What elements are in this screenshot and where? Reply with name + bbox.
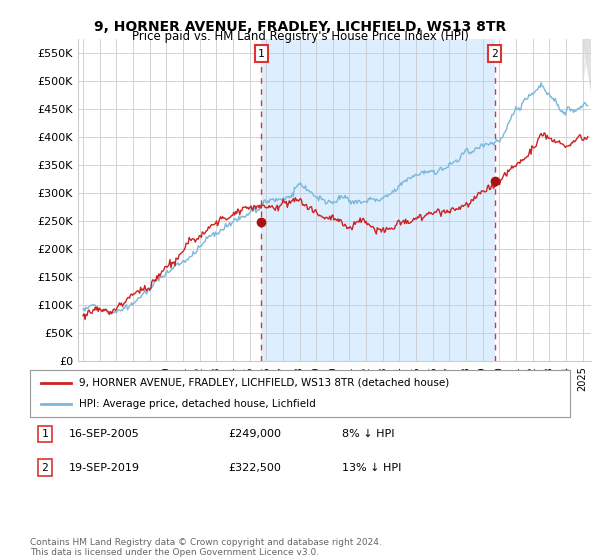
Text: Price paid vs. HM Land Registry's House Price Index (HPI): Price paid vs. HM Land Registry's House … [131,30,469,43]
Text: £322,500: £322,500 [228,463,281,473]
Text: 9, HORNER AVENUE, FRADLEY, LICHFIELD, WS13 8TR: 9, HORNER AVENUE, FRADLEY, LICHFIELD, WS… [94,20,506,34]
Text: Contains HM Land Registry data © Crown copyright and database right 2024.
This d: Contains HM Land Registry data © Crown c… [30,538,382,557]
Polygon shape [583,39,591,92]
Text: 19-SEP-2019: 19-SEP-2019 [69,463,140,473]
Text: 9, HORNER AVENUE, FRADLEY, LICHFIELD, WS13 8TR (detached house): 9, HORNER AVENUE, FRADLEY, LICHFIELD, WS… [79,378,449,388]
Text: £249,000: £249,000 [228,429,281,439]
Text: 2: 2 [41,463,49,473]
Text: 1: 1 [258,49,265,59]
Text: HPI: Average price, detached house, Lichfield: HPI: Average price, detached house, Lich… [79,399,316,409]
Text: 13% ↓ HPI: 13% ↓ HPI [342,463,401,473]
Text: 1: 1 [41,429,49,439]
Text: 16-SEP-2005: 16-SEP-2005 [69,429,140,439]
Bar [262,39,495,361]
Text: 8% ↓ HPI: 8% ↓ HPI [342,429,395,439]
Text: 2: 2 [491,49,498,59]
